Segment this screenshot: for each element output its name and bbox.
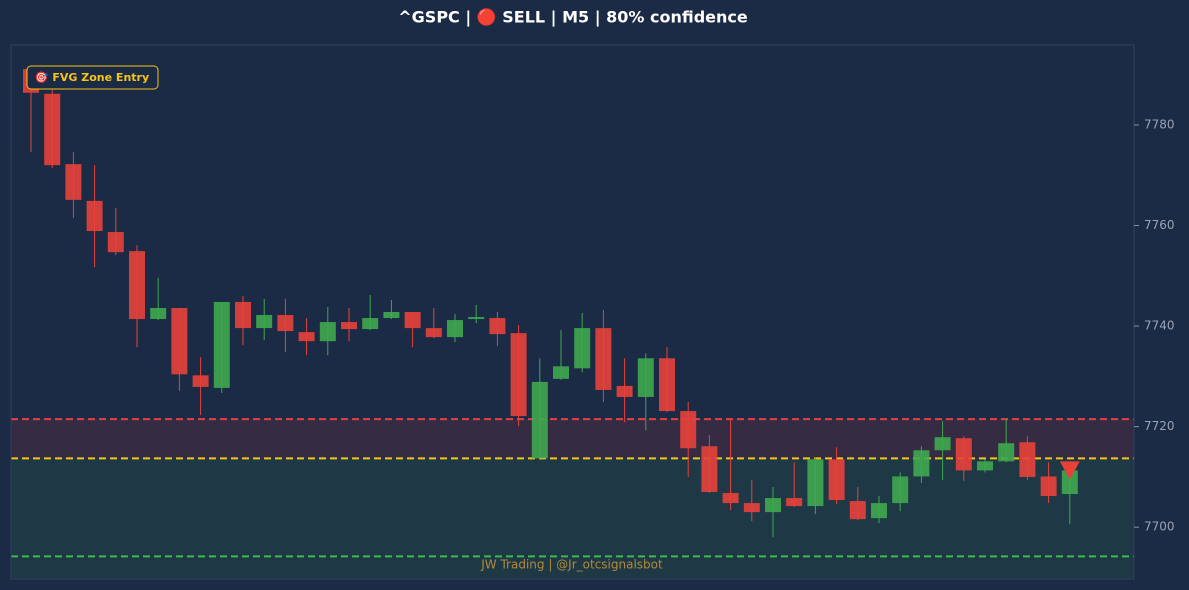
candle-body — [468, 317, 485, 320]
candle-body — [235, 301, 251, 329]
candle-body — [849, 501, 866, 520]
candle-body — [977, 461, 993, 471]
candle-body — [256, 315, 273, 329]
candle-body — [765, 498, 781, 513]
candle-body — [659, 358, 675, 412]
candle-body — [1019, 442, 1036, 477]
candle-body — [319, 322, 336, 342]
candle-body — [934, 437, 951, 451]
candle-body — [150, 307, 167, 320]
candle-body — [807, 459, 824, 507]
candle-body — [341, 322, 357, 330]
candle-body — [701, 446, 718, 493]
annotation: 🎯 FVG Zone Entry — [35, 71, 149, 84]
sell-signal — [1059, 461, 1080, 480]
candle-body — [44, 93, 61, 166]
candle-body — [107, 232, 124, 253]
candle-body — [1040, 476, 1057, 497]
candle-body — [871, 503, 887, 519]
candle-body — [510, 333, 527, 417]
candle-body — [828, 459, 845, 501]
footer: JW Trading | @Jr_otcsignalsbot — [480, 558, 663, 572]
candle-body — [383, 312, 400, 319]
candle-body — [86, 200, 103, 232]
candle-body — [616, 385, 633, 397]
y-tick-label: 7780 — [1144, 117, 1175, 131]
candle-body — [574, 328, 591, 369]
y-tick-label: 7700 — [1144, 520, 1175, 534]
candle-body — [213, 301, 230, 388]
candle-body — [277, 315, 294, 332]
candle-body — [1061, 470, 1078, 495]
candle-body — [192, 375, 209, 387]
candle-body — [171, 307, 188, 375]
plot-area — [11, 67, 1134, 579]
candle-body — [447, 320, 463, 338]
candle-body — [404, 312, 421, 329]
candle-body — [722, 493, 739, 504]
candle-body — [362, 318, 379, 330]
candle-body — [637, 358, 654, 397]
candle-body — [425, 328, 442, 338]
candle-body — [129, 251, 145, 320]
candle-body — [531, 381, 548, 459]
candle-body — [298, 332, 315, 342]
plot-border — [10, 44, 1135, 580]
candle-body — [65, 164, 82, 200]
candle-body — [913, 450, 930, 477]
candle-body — [595, 328, 612, 390]
candle-body — [786, 498, 803, 507]
candle-body — [680, 411, 697, 449]
y-tick-label: 7740 — [1144, 319, 1175, 333]
candle-body — [892, 476, 909, 504]
candle-body — [489, 318, 506, 335]
y-tick-label: 7720 — [1144, 419, 1175, 433]
target-zone — [11, 458, 1134, 579]
candle-body — [998, 443, 1015, 462]
chart-title: ^GSPC | 🔴 SELL | M5 | 80% confidence — [398, 8, 748, 28]
candle-body — [743, 503, 760, 513]
candle-body — [553, 366, 569, 379]
y-tick-label: 7760 — [1144, 218, 1175, 232]
candle-body — [955, 438, 972, 471]
annotation-box — [26, 65, 159, 90]
